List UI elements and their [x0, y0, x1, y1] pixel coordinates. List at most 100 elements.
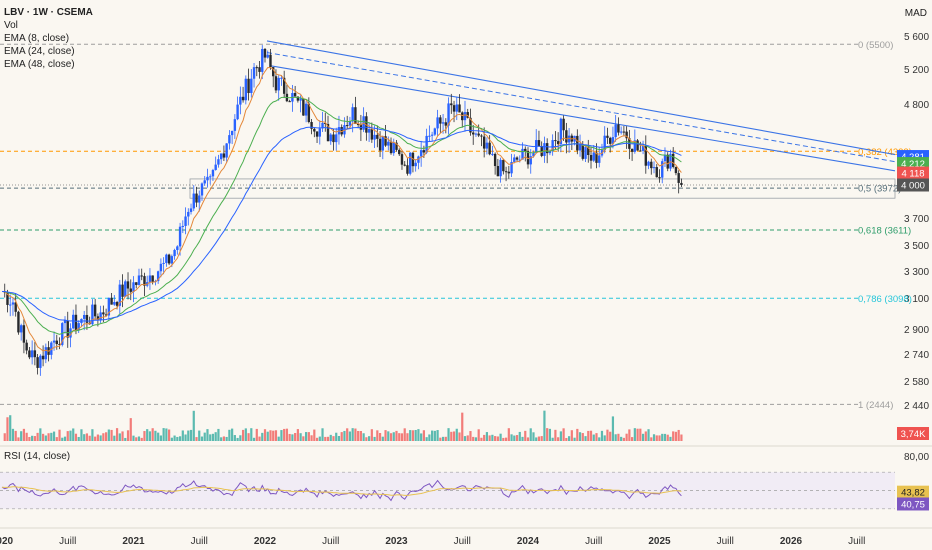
candle-body: [72, 314, 75, 329]
candle-body: [293, 93, 297, 97]
volume-bar: [154, 430, 157, 441]
volume-bar: [513, 435, 516, 441]
candle-body: [469, 117, 472, 133]
volume-bar: [340, 432, 343, 441]
candle-body: [222, 153, 226, 158]
candle-body: [641, 145, 645, 151]
candle-body: [384, 136, 387, 146]
candle-body: [272, 67, 275, 77]
volume-bar: [85, 433, 89, 441]
volume-bar: [162, 428, 165, 441]
candle-body: [455, 104, 458, 112]
candle-body: [556, 141, 560, 145]
candle-body: [181, 225, 185, 227]
volume-bar: [337, 435, 341, 441]
volume-bar: [244, 428, 247, 441]
volume-bar: [504, 437, 508, 441]
volume-bar: [458, 432, 461, 441]
candle-body: [58, 344, 61, 346]
volume-bar: [617, 433, 620, 441]
candle-body: [219, 153, 223, 160]
price-badge-label: 4 118: [901, 169, 924, 180]
candle-body: [44, 347, 48, 360]
volume-bar: [31, 435, 34, 441]
candle-body: [463, 112, 467, 121]
candle-body: [324, 122, 327, 124]
candle-body: [666, 154, 669, 169]
candle-body: [532, 152, 535, 157]
legend-ema8[interactable]: EMA (8, close): [4, 33, 70, 44]
candle-body: [121, 284, 124, 297]
volume-bar: [551, 437, 554, 441]
volume-bar: [368, 436, 371, 441]
candle-body: [33, 350, 37, 358]
candle-body: [307, 103, 311, 123]
candle-body: [129, 288, 132, 292]
candle-body: [118, 284, 122, 306]
volume-bar: [96, 434, 99, 441]
volume-bar: [518, 431, 521, 441]
candle-body: [502, 159, 505, 172]
legend-ema48[interactable]: EMA (48, close): [4, 59, 75, 70]
volume-bar: [140, 437, 143, 441]
candle-body: [173, 249, 176, 257]
candle-body: [252, 67, 256, 79]
legend-ema24[interactable]: EMA (24, close): [4, 46, 75, 57]
candle-body: [137, 275, 141, 285]
candle-body: [348, 121, 352, 126]
candle-body: [211, 169, 215, 177]
candle-body: [526, 151, 530, 165]
candle-body: [584, 147, 587, 159]
volume-bar: [584, 436, 587, 441]
volume-bar: [346, 428, 349, 441]
volume-bar: [611, 416, 615, 441]
volume-bar: [115, 428, 119, 441]
volume-bar: [609, 431, 612, 441]
candle-body: [250, 78, 253, 94]
legend-vol[interactable]: Vol: [4, 20, 18, 31]
price-badge-label: 4 000: [901, 181, 925, 192]
volume-bar: [200, 436, 204, 441]
volume-bar: [105, 432, 108, 441]
volume-bar: [121, 431, 124, 441]
volume-bar: [66, 431, 69, 441]
candle-body: [107, 297, 111, 316]
volume-bar: [526, 437, 530, 441]
candle-body: [381, 136, 385, 151]
volume-bar: [25, 432, 28, 441]
volume-bar: [477, 429, 480, 441]
volume-bar: [348, 431, 352, 441]
volume-bar: [9, 415, 12, 441]
volume-bar: [661, 433, 664, 441]
volume-bar: [222, 436, 226, 441]
candle-body: [282, 77, 286, 94]
volume-bar: [44, 435, 47, 441]
volume-bar: [20, 431, 23, 441]
volume-bar: [592, 434, 595, 441]
volume-bar: [389, 433, 393, 441]
rsi-title[interactable]: RSI (14, close): [4, 451, 71, 462]
volume-bar: [99, 435, 102, 441]
volume-bar: [17, 437, 20, 441]
candle-body: [351, 107, 354, 122]
candle-body: [233, 119, 237, 131]
candle-body: [630, 148, 634, 152]
candle-body: [143, 276, 146, 286]
candle-body: [625, 131, 628, 139]
volume-bar: [469, 431, 472, 441]
volume-bar: [214, 432, 217, 441]
trendline-upper: [266, 40, 896, 156]
candle-body: [458, 104, 461, 113]
volume-bar: [269, 430, 272, 441]
symbol-title[interactable]: LBV · 1W · CSEMA: [4, 7, 93, 18]
volume-bar: [80, 429, 83, 441]
x-tick-label: Juill: [848, 536, 865, 547]
volume-bar: [343, 430, 346, 441]
volume-bar: [620, 436, 623, 441]
volume-bar: [491, 434, 494, 441]
x-tick-label: Juill: [59, 536, 76, 547]
volume-bar: [439, 437, 442, 441]
rsi-badge: [897, 485, 929, 499]
volume-bar: [280, 430, 283, 441]
